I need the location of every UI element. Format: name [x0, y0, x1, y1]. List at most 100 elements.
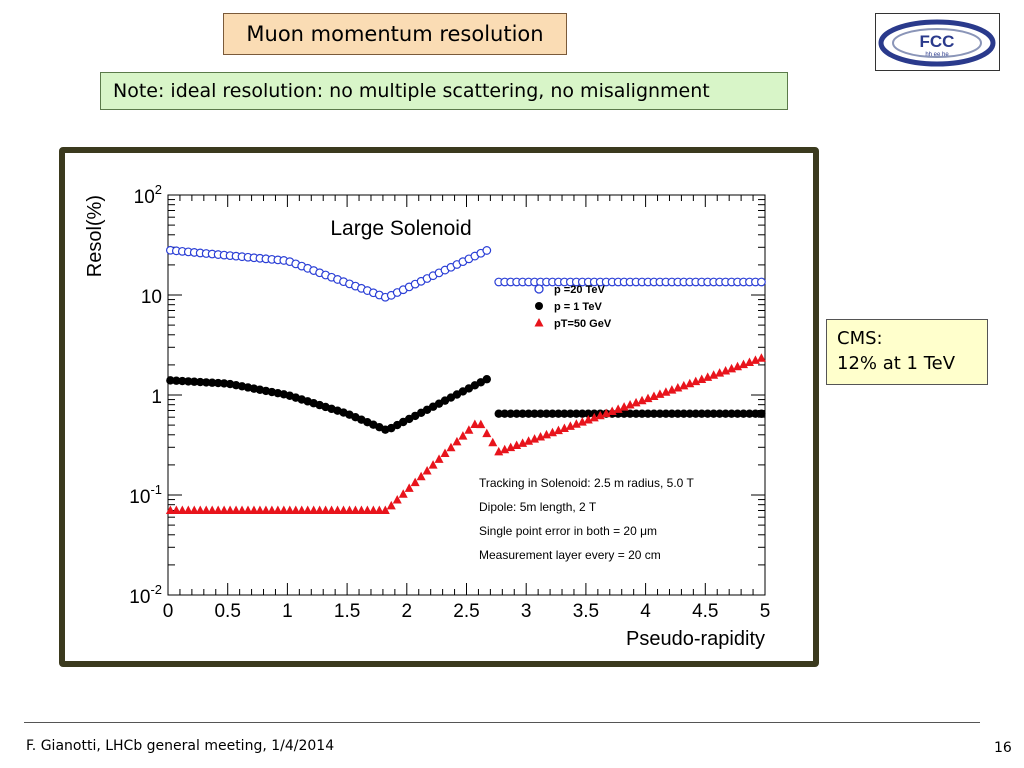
data-point — [195, 505, 205, 514]
data-point — [572, 409, 581, 418]
data-point — [482, 375, 491, 384]
data-point — [201, 505, 211, 514]
data-point — [619, 402, 629, 411]
x-tick-label: 0.5 — [214, 601, 240, 622]
data-point — [440, 448, 450, 458]
data-point — [518, 409, 527, 418]
data-point — [273, 505, 283, 514]
data-point — [542, 409, 551, 418]
data-point — [565, 421, 575, 430]
data-point — [518, 438, 528, 447]
y-tick-label: 10-1 — [129, 482, 162, 508]
data-point — [631, 397, 641, 407]
data-point — [625, 400, 635, 409]
x-tick-label: 3 — [521, 601, 532, 622]
x-tick-label: 3.5 — [573, 601, 599, 622]
data-point — [207, 505, 217, 514]
data-point — [321, 505, 331, 514]
fcc-logo-icon: FCC hh ee he — [878, 19, 996, 67]
data-point — [398, 489, 408, 498]
data-point — [631, 409, 641, 418]
data-point — [601, 408, 611, 418]
data-point — [350, 505, 360, 514]
y-tick-label: 10-2 — [129, 582, 162, 608]
note-box: Note: ideal resolution: no multiple scat… — [100, 72, 788, 110]
data-point — [410, 477, 420, 487]
data-point — [667, 409, 677, 418]
data-point — [339, 505, 349, 514]
data-point — [178, 376, 187, 386]
chart-title: Large Solenoid — [330, 217, 471, 240]
y-tick-label: 10 — [141, 287, 162, 308]
data-point — [207, 378, 217, 387]
data-point — [344, 505, 354, 514]
data-point — [404, 483, 414, 492]
data-point — [637, 409, 647, 418]
data-point — [679, 409, 689, 418]
annotation-line: Single point error in both = 20 μm — [479, 524, 657, 538]
legend-label: p = 1 TeV — [554, 301, 602, 313]
data-point — [643, 393, 653, 403]
data-point — [649, 391, 659, 401]
data-point — [434, 454, 444, 463]
annotation-line: Dipole: 5m length, 2 T — [479, 500, 597, 514]
data-point — [368, 505, 378, 514]
data-point — [571, 419, 581, 428]
data-point — [512, 440, 522, 449]
data-point — [691, 376, 701, 386]
data-point — [643, 409, 653, 418]
data-point — [172, 376, 181, 385]
data-point — [183, 505, 193, 514]
data-point — [380, 505, 390, 514]
data-point — [165, 505, 175, 514]
data-point — [190, 377, 199, 386]
data-point — [482, 246, 492, 255]
data-point — [524, 436, 534, 445]
data-point — [524, 409, 533, 418]
data-point — [464, 425, 474, 434]
data-point — [751, 409, 760, 418]
data-point — [249, 505, 259, 514]
data-point — [446, 442, 456, 452]
data-point — [589, 412, 599, 422]
data-point — [727, 409, 736, 418]
data-point — [661, 387, 671, 396]
x-tick-label: 2.5 — [453, 601, 479, 622]
data-point — [733, 361, 743, 371]
series-1 — [166, 375, 766, 434]
data-point — [225, 505, 235, 514]
data-point — [309, 505, 319, 514]
data-point — [386, 500, 396, 510]
data-point — [649, 409, 659, 418]
data-point — [703, 409, 712, 418]
data-point — [506, 409, 515, 418]
data-point — [577, 417, 587, 426]
legend-label: p =20 TeV — [554, 284, 606, 296]
data-point — [697, 409, 706, 418]
data-point — [655, 389, 665, 398]
page-number: 16 — [994, 740, 1012, 756]
data-point — [356, 505, 366, 514]
data-point — [715, 409, 724, 418]
data-point — [757, 409, 766, 418]
data-point — [536, 431, 546, 441]
data-point — [661, 409, 671, 418]
data-point — [553, 425, 563, 435]
footer-divider — [24, 722, 980, 723]
x-tick-label: 4.5 — [692, 601, 718, 622]
cms-box: CMS: 12% at 1 TeV — [826, 319, 988, 385]
cms-value: 12% at 1 TeV — [837, 353, 956, 374]
logo-subtext: hh ee he — [925, 52, 949, 58]
data-point — [261, 505, 271, 514]
data-point — [494, 446, 504, 456]
data-point — [476, 419, 486, 429]
legend-marker — [535, 302, 543, 310]
logo-text: FCC — [920, 32, 955, 51]
data-point — [655, 409, 665, 418]
data-point — [554, 409, 563, 418]
data-point — [506, 442, 516, 452]
data-point — [213, 505, 223, 514]
y-axis-label: Resol(%) — [84, 195, 106, 277]
y-tick-label: 102 — [134, 182, 162, 208]
data-point — [303, 505, 313, 514]
